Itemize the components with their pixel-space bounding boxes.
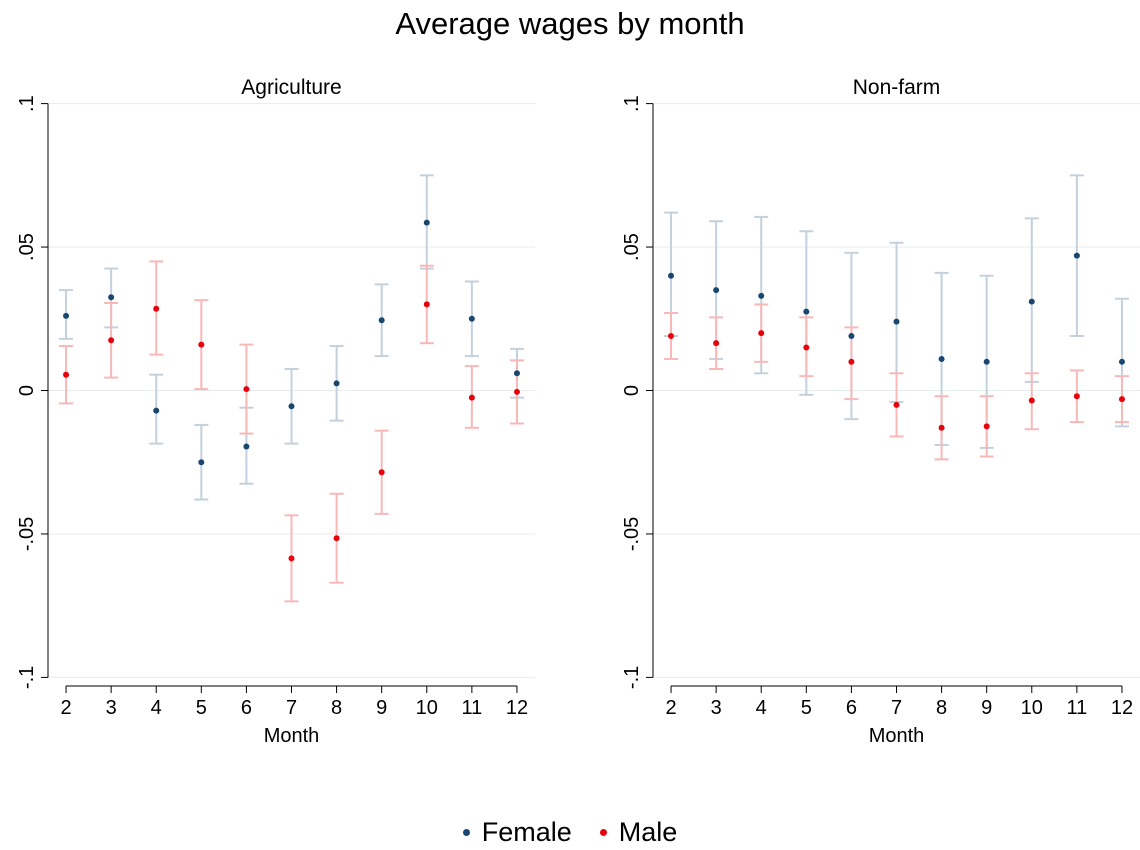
panel-2-x-tick-label: 7 — [891, 697, 902, 719]
panel-2-y-tick-label: -.1 — [621, 666, 643, 689]
panel-1-x-tick-label: 6 — [241, 697, 252, 719]
legend-item-male: Male — [599, 816, 678, 848]
panel-1-male-point — [378, 469, 385, 476]
panel-1-x-tick-label: 2 — [60, 697, 71, 719]
panel-2-male-point — [848, 358, 855, 365]
panel-2-female-point — [1073, 252, 1080, 259]
panel-2-female-point — [938, 355, 945, 362]
panel-2-male-point — [1073, 393, 1080, 400]
panel-2-x-tick-label: 10 — [1021, 697, 1043, 719]
panel-2-x-tick-label: 3 — [711, 697, 722, 719]
panel-1-male-point — [333, 535, 340, 542]
panel-2-x-axis-label: Month — [869, 725, 925, 747]
panel-2-x-tick-label: 11 — [1066, 697, 1087, 719]
panel-1-x-tick-label: 11 — [461, 697, 482, 719]
panel-2-male-point — [938, 424, 945, 431]
panel-1-male-point — [198, 341, 205, 348]
panel-2-y-tick-label: .1 — [621, 95, 643, 112]
panel-1-female-point — [423, 219, 430, 226]
panel-1-x-axis-label: Month — [264, 725, 320, 747]
panel-2-female-point — [1118, 358, 1125, 365]
panel-2-male-point — [803, 344, 810, 351]
panel-2-female-point — [893, 318, 900, 325]
panel-1-female-point — [198, 459, 205, 466]
panel-2-female-point — [983, 358, 990, 365]
panel-1-x-tick-label: 3 — [106, 697, 117, 719]
panel-2-male-point — [893, 401, 900, 408]
panel-2-x-tick-label: 6 — [846, 697, 857, 719]
panel-1-y-tick-label: .1 — [16, 95, 38, 112]
panel-2-female-point — [758, 292, 765, 299]
panel-1-y-tick-label: -.05 — [16, 517, 38, 551]
panel-1-male-point — [63, 371, 70, 378]
panel-2-x-tick-label: 8 — [936, 697, 947, 719]
panel-2-male-point — [713, 340, 720, 347]
panel-2-y-tick-label: -.05 — [621, 517, 643, 551]
legend: Female Male — [0, 814, 1140, 850]
panel-1-female-point — [153, 407, 160, 414]
panel-2-male-point — [758, 330, 765, 337]
panel-2-male-point — [668, 332, 675, 339]
panel-2-female-point — [848, 332, 855, 339]
panel-2-y-tick-label: 0 — [621, 385, 643, 396]
panel-1-x-tick-label: 7 — [286, 697, 297, 719]
panel-1-male-point — [288, 555, 295, 562]
panel-1-female-point — [288, 403, 295, 410]
legend-label-female: Female — [481, 816, 572, 847]
legend-item-female: Female — [462, 816, 572, 848]
legend-marker-male — [599, 828, 607, 836]
panel-2-x-tick-label: 9 — [981, 697, 992, 719]
panel-2-male-point — [983, 423, 990, 430]
panel-2-x-tick-label: 2 — [665, 697, 676, 719]
panel-1-female-point — [243, 443, 250, 450]
panel-1-y-tick-label: -.1 — [16, 666, 38, 689]
panel-1-male-point — [423, 301, 430, 308]
panel-1-female-point — [378, 317, 385, 324]
panel-2-female-point — [668, 272, 675, 279]
panel-2-female-point — [803, 308, 810, 315]
panel-1-x-tick-label: 9 — [376, 697, 387, 719]
panel-1-x-tick-label: 10 — [416, 697, 438, 719]
panel-1-male-point — [468, 394, 475, 401]
legend-label-male: Male — [618, 816, 678, 847]
panel-2-y-tick-label: .05 — [621, 233, 643, 261]
panel-1-x-tick-label: 8 — [331, 697, 342, 719]
panel-1-female-point — [513, 370, 520, 377]
chart-title: Average wages by month — [395, 6, 745, 41]
panel-1-female-point — [333, 380, 340, 387]
chart-canvas: Agriculture -.1 -.05 0 .05 .1 2 3 4 5 6 7 8 9 10 11 12 Mo… — [16, 76, 1140, 747]
panel-1-female-point — [468, 315, 475, 322]
panel-1-female-point — [108, 294, 115, 301]
legend-marker-female — [462, 828, 470, 836]
panel-1-female-point — [63, 312, 70, 319]
panel-2-x-tick-label: 12 — [1111, 697, 1133, 719]
panel-2-x-tick-label: 4 — [756, 697, 767, 719]
panel-1-male-point — [153, 305, 160, 312]
panel-2-female-point — [1028, 298, 1035, 305]
panel-1-male-point — [243, 386, 250, 393]
panel-1-x-tick-label: 5 — [196, 697, 207, 719]
panel-2-male-point — [1028, 397, 1035, 404]
panel-1-title: Agriculture — [241, 76, 341, 99]
panel-1-male-point — [513, 388, 520, 395]
panel-1-x-tick-label: 12 — [506, 697, 528, 719]
panel-1-y-tick-label: .05 — [16, 233, 38, 261]
panel-1-male-point — [108, 337, 115, 344]
panel-1-y-tick-label: 0 — [16, 385, 38, 396]
panel-2-female-point — [713, 287, 720, 294]
panel-1-x-tick-label: 4 — [151, 697, 162, 719]
panel-2-x-tick-label: 5 — [801, 697, 812, 719]
panel-2-male-point — [1118, 396, 1125, 403]
panel-2-title: Non-farm — [853, 76, 941, 99]
